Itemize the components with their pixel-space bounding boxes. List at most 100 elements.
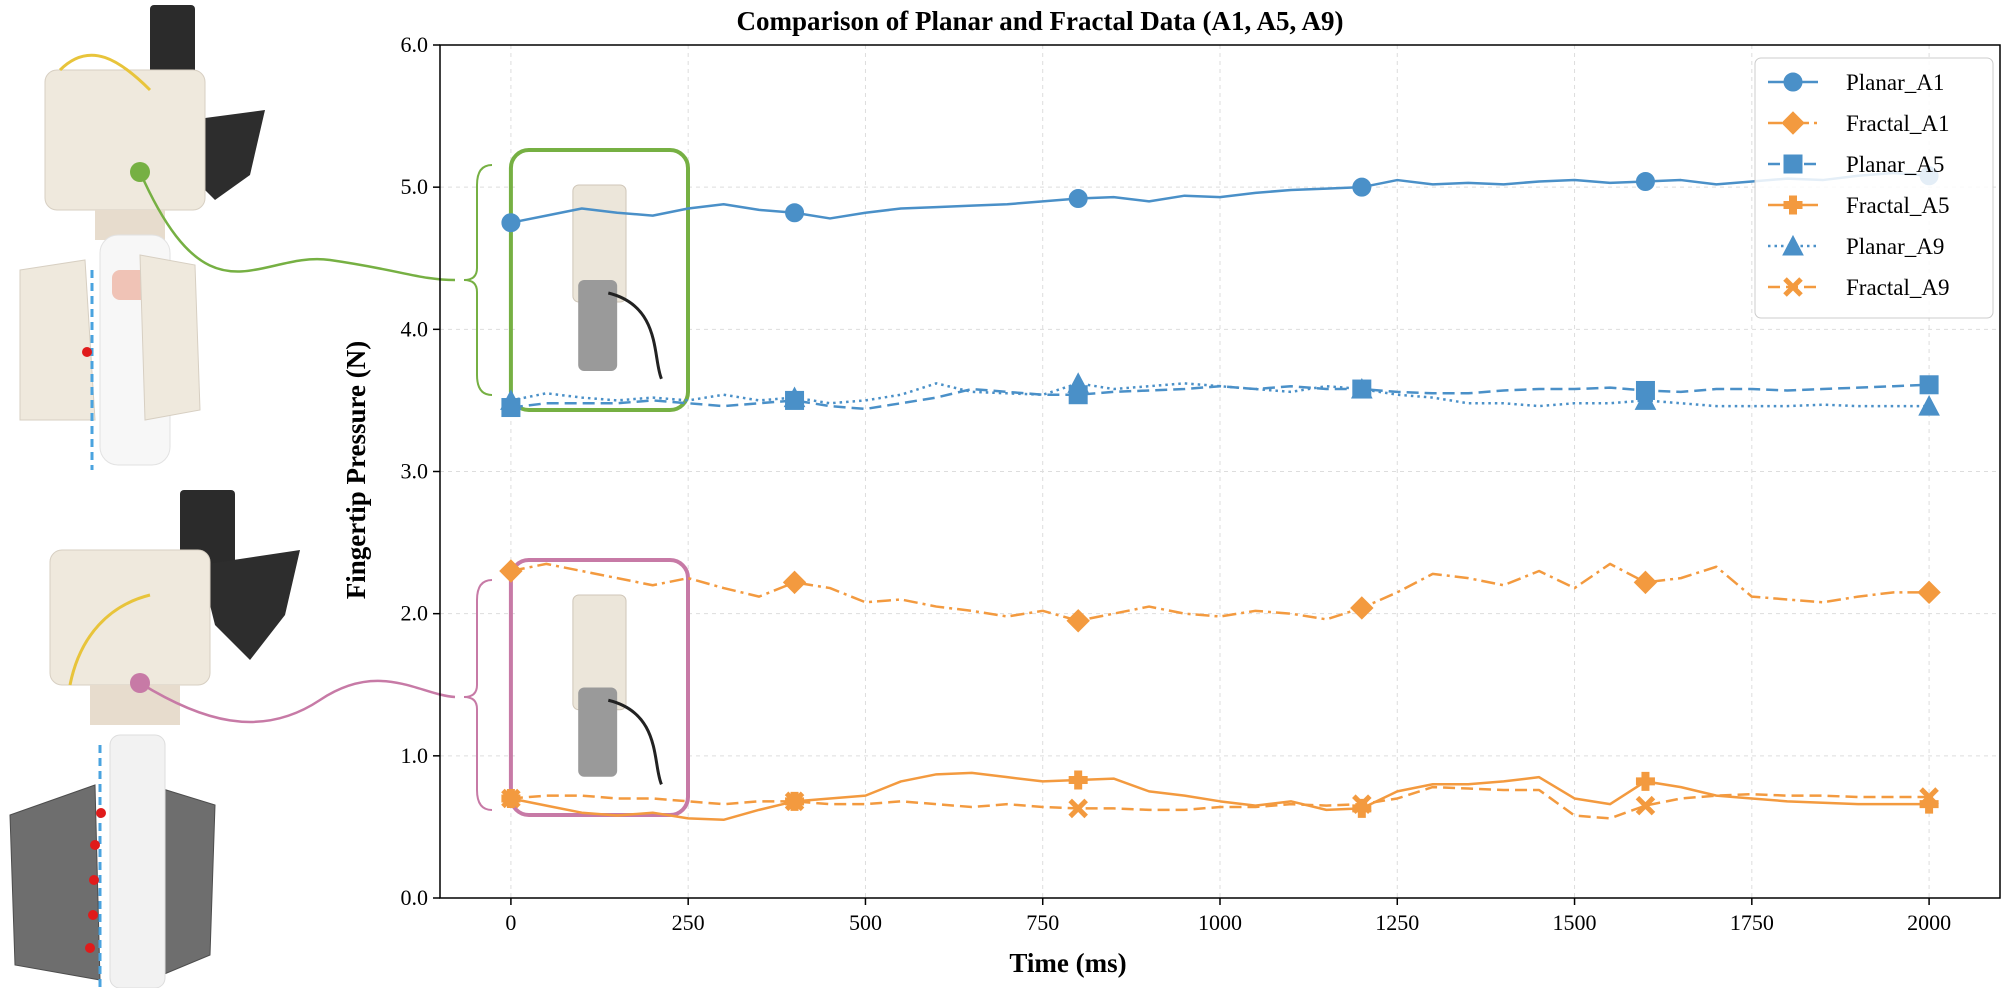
grasped-object — [109, 734, 166, 988]
series-line — [510, 771, 1930, 822]
data-point — [1918, 395, 1940, 416]
inset-object — [578, 280, 618, 371]
legend-label: Fractal_A5 — [1846, 193, 1949, 218]
legend-marker — [1783, 154, 1803, 174]
data-point — [1635, 171, 1655, 191]
data-point — [1352, 794, 1372, 814]
legend-label: Fractal_A9 — [1846, 275, 1949, 300]
legend: Planar_A1 Fractal_A1 Planar_A5 Fractal_A5 Pl… — [1754, 57, 1994, 319]
bracket — [463, 579, 493, 811]
fractal-inset — [463, 558, 690, 817]
x-tick-label: 2000 — [1907, 910, 1951, 935]
legend-marker — [1782, 234, 1804, 256]
data-point — [501, 788, 521, 809]
series-layer — [499, 166, 1941, 822]
y-tick-label: 4.0 — [401, 316, 429, 341]
legend-item: Fractal_A5 — [1768, 193, 1949, 218]
series-Fractal_A1 — [499, 559, 1941, 633]
y-tick-label: 1.0 — [401, 743, 429, 768]
fractal-gripper-photo — [9, 490, 300, 988]
legend-label: Fractal_A1 — [1846, 111, 1949, 136]
data-point — [1068, 798, 1088, 819]
legend-marker — [1781, 111, 1805, 135]
legend-marker — [1783, 195, 1803, 215]
x-tick-label: 1000 — [1198, 910, 1242, 935]
contact-point — [88, 910, 98, 920]
data-point — [785, 203, 805, 223]
legend-item: Planar_A5 — [1768, 152, 1944, 177]
data-point — [1919, 375, 1939, 395]
legend-item: Fractal_A1 — [1768, 111, 1949, 136]
y-tick-label: 3.0 — [401, 459, 429, 484]
data-point — [501, 213, 521, 233]
data-point — [1350, 596, 1374, 620]
data-point — [1635, 771, 1655, 791]
x-tick-label: 1250 — [1375, 910, 1419, 935]
planar-finger-left — [19, 259, 96, 421]
planar-inset — [463, 148, 690, 412]
y-axis-label: Fingertip Pressure (N) — [341, 341, 371, 599]
series-Fractal_A9 — [501, 785, 1939, 820]
data-point — [1635, 795, 1656, 816]
contact-point — [90, 840, 100, 850]
legend-marker — [1783, 277, 1803, 297]
x-tick-label: 0 — [505, 910, 516, 935]
inset-object — [578, 687, 618, 777]
chart-title: Comparison of Planar and Fractal Data (A… — [737, 6, 1344, 36]
x-tick-label: 500 — [849, 910, 882, 935]
data-point — [1068, 189, 1088, 209]
wrist-bracket — [200, 550, 300, 660]
palm — [90, 685, 180, 725]
data-point — [499, 559, 523, 583]
legend-label: Planar_A9 — [1846, 234, 1944, 259]
connector-line — [139, 679, 456, 724]
data-point — [500, 389, 522, 410]
legend-label: Planar_A1 — [1846, 70, 1944, 95]
data-point — [1634, 389, 1657, 410]
x-tick-label: 750 — [1026, 910, 1059, 935]
planar-finger-right — [139, 254, 201, 421]
series-line — [510, 171, 1930, 224]
connector-dot — [130, 162, 150, 182]
data-point — [1633, 570, 1658, 595]
axes: 0 250 500 750 1000 1250 1500 1750 2000 0.0 1.0 2.0 3… — [401, 32, 2001, 935]
x-tick-label: 1750 — [1730, 910, 1774, 935]
legend-item: Fractal_A9 — [1768, 275, 1949, 300]
data-point — [1066, 609, 1090, 633]
data-point — [1919, 787, 1939, 807]
data-point — [1067, 372, 1090, 393]
contact-point — [85, 943, 95, 953]
x-tick-label: 1500 — [1553, 910, 1597, 935]
bracket — [463, 164, 493, 396]
data-point — [1350, 377, 1373, 399]
data-point — [1068, 770, 1088, 790]
cable — [58, 53, 152, 92]
inset-frame — [508, 148, 690, 412]
y-tick-label: 5.0 — [401, 174, 429, 199]
inset-cables — [607, 291, 663, 380]
series-line — [510, 383, 1930, 411]
x-tick-label: 250 — [672, 910, 705, 935]
connector-line — [138, 171, 456, 282]
connector-dot — [130, 673, 150, 693]
inset-photos — [130, 148, 690, 817]
data-point — [784, 791, 805, 812]
y-tick-label: 2.0 — [401, 601, 429, 626]
contact-point — [82, 347, 92, 357]
contact-point — [96, 808, 106, 818]
contact-point — [89, 875, 99, 885]
y-tick-label: 0.0 — [401, 885, 429, 910]
cable — [68, 593, 151, 686]
plot-frame — [439, 44, 2001, 899]
data-point — [783, 386, 806, 408]
planar-gripper-photo — [19, 5, 265, 470]
series-line — [510, 785, 1930, 820]
series-Planar_A9 — [500, 372, 1940, 416]
data-point — [1917, 580, 1941, 605]
legend-item: Planar_A1 — [1768, 70, 1944, 95]
legend-label: Planar_A5 — [1846, 152, 1944, 177]
y-tick-label: 6.0 — [401, 32, 429, 57]
x-axis-label: Time (ms) — [1009, 948, 1126, 978]
